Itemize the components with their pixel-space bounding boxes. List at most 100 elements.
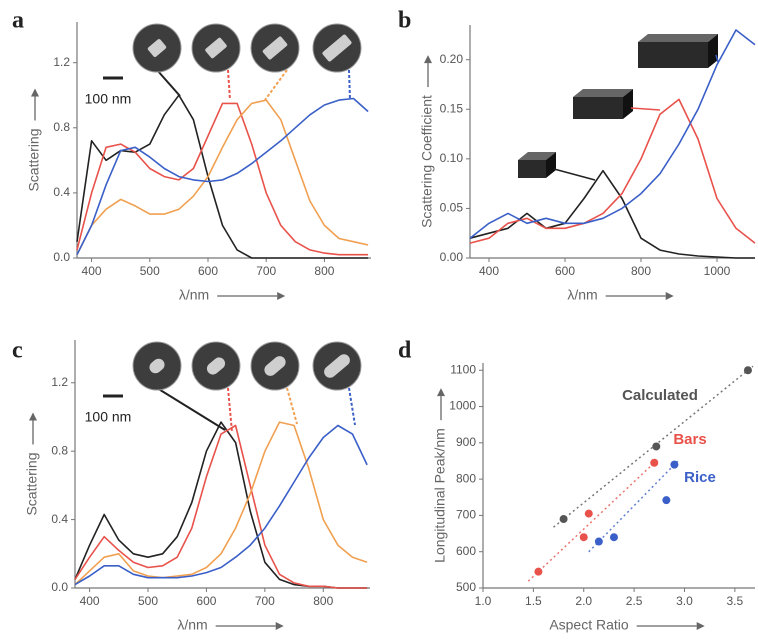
leader <box>348 387 356 426</box>
x-axis-arrowhead <box>665 292 674 300</box>
x-tick-label: 1.5 <box>525 594 542 608</box>
y-axis-label: Scattering <box>24 452 40 515</box>
data-point <box>670 460 679 469</box>
y-axis-arrowhead <box>437 388 445 397</box>
box-leader <box>553 168 596 181</box>
leader <box>286 387 298 425</box>
x-tick-label: 2.5 <box>626 594 643 608</box>
box-top <box>638 34 718 42</box>
x-tick-label: 800 <box>314 264 334 278</box>
leader <box>348 69 351 101</box>
scale-bar-label: 100 nm <box>85 91 132 107</box>
y-axis-arrowhead <box>31 88 39 97</box>
y-tick-label: 900 <box>456 435 476 449</box>
x-axis-label: λ/nm <box>567 287 597 303</box>
y-tick-label: 600 <box>456 544 476 558</box>
x-tick-label: 400 <box>479 264 499 278</box>
y-tick-label: 0.00 <box>440 250 464 264</box>
series-line <box>76 99 369 256</box>
data-point <box>662 496 671 505</box>
series-line <box>74 424 368 586</box>
x-tick-label: 600 <box>555 264 575 278</box>
panel-letter: a <box>12 8 24 34</box>
series-line <box>76 94 369 259</box>
leader <box>227 387 233 433</box>
trend-line <box>588 458 680 553</box>
x-tick-label: 400 <box>82 264 102 278</box>
trend-line <box>527 457 660 582</box>
data-point <box>534 567 543 576</box>
particle <box>322 34 352 62</box>
data-point <box>584 509 593 518</box>
x-tick-label: 700 <box>255 594 275 608</box>
y-tick-label: 0.05 <box>440 201 464 215</box>
y-tick-label: 800 <box>456 471 476 485</box>
x-tick-label: 500 <box>138 594 158 608</box>
x-tick-label: 600 <box>196 594 216 608</box>
box-top <box>518 152 556 160</box>
y-tick-label: 0.4 <box>53 185 70 199</box>
box-front <box>518 160 546 178</box>
box-top <box>573 89 633 97</box>
data-point <box>652 442 661 451</box>
y-axis-label: Longitudinal Peak/nm <box>432 428 448 563</box>
x-tick-label: 1000 <box>704 264 731 278</box>
y-axis-label: Scattering Coefficient <box>419 95 435 228</box>
box-side <box>708 34 718 68</box>
y-tick-label: 0.20 <box>440 52 464 66</box>
legend-label: Calculated <box>622 387 698 404</box>
x-tick-label: 3.5 <box>727 594 744 608</box>
leader <box>227 69 231 101</box>
leader <box>156 69 181 97</box>
box-leader <box>715 54 719 63</box>
data-point <box>650 458 659 467</box>
legend-label: Bars <box>673 431 706 448</box>
x-tick-label: 2.0 <box>575 594 592 608</box>
series-line <box>76 97 369 256</box>
panel-letter: d <box>398 338 412 364</box>
leader <box>264 69 288 101</box>
y-tick-label: 0.0 <box>53 250 70 264</box>
y-tick-label: 0.8 <box>53 120 70 134</box>
particle <box>264 356 286 376</box>
y-tick-label: 1100 <box>450 362 476 376</box>
y-axis-arrowhead <box>424 55 432 64</box>
legend-label: Rice <box>684 469 716 486</box>
x-axis-arrowhead <box>275 622 284 630</box>
y-axis-arrowhead <box>29 412 37 421</box>
x-tick-label: 600 <box>198 264 218 278</box>
x-axis-arrowhead <box>696 622 705 630</box>
box-front <box>573 97 623 119</box>
panel-letter: b <box>398 8 411 34</box>
particle <box>147 39 167 57</box>
y-tick-label: 1.2 <box>51 375 68 389</box>
x-tick-label: 800 <box>631 264 651 278</box>
particle <box>324 354 350 378</box>
particle <box>262 36 288 60</box>
y-tick-label: 0.10 <box>440 151 464 165</box>
x-tick-label: 3.0 <box>676 594 693 608</box>
scale-bar-label: 100 nm <box>85 409 132 425</box>
data-point <box>609 533 618 542</box>
y-tick-label: 0.15 <box>440 101 464 115</box>
box-side <box>623 89 633 119</box>
x-axis-arrowhead <box>277 292 286 300</box>
series-line <box>469 29 756 239</box>
x-tick-label: 400 <box>80 594 100 608</box>
data-point <box>559 515 568 524</box>
series-line <box>74 421 368 586</box>
panel-letter: c <box>12 338 23 364</box>
x-axis-label: Aspect Ratio <box>549 617 629 633</box>
particle <box>149 358 165 374</box>
y-tick-label: 0.4 <box>51 512 68 526</box>
y-tick-label: 1000 <box>449 399 476 413</box>
y-tick-label: 700 <box>456 508 476 522</box>
series-line <box>76 102 369 256</box>
x-axis-label: λ/nm <box>179 287 209 303</box>
x-tick-label: 800 <box>313 594 333 608</box>
series-line <box>74 424 368 589</box>
box-front <box>638 42 708 68</box>
particle <box>205 37 227 59</box>
x-tick-label: 700 <box>256 264 276 278</box>
